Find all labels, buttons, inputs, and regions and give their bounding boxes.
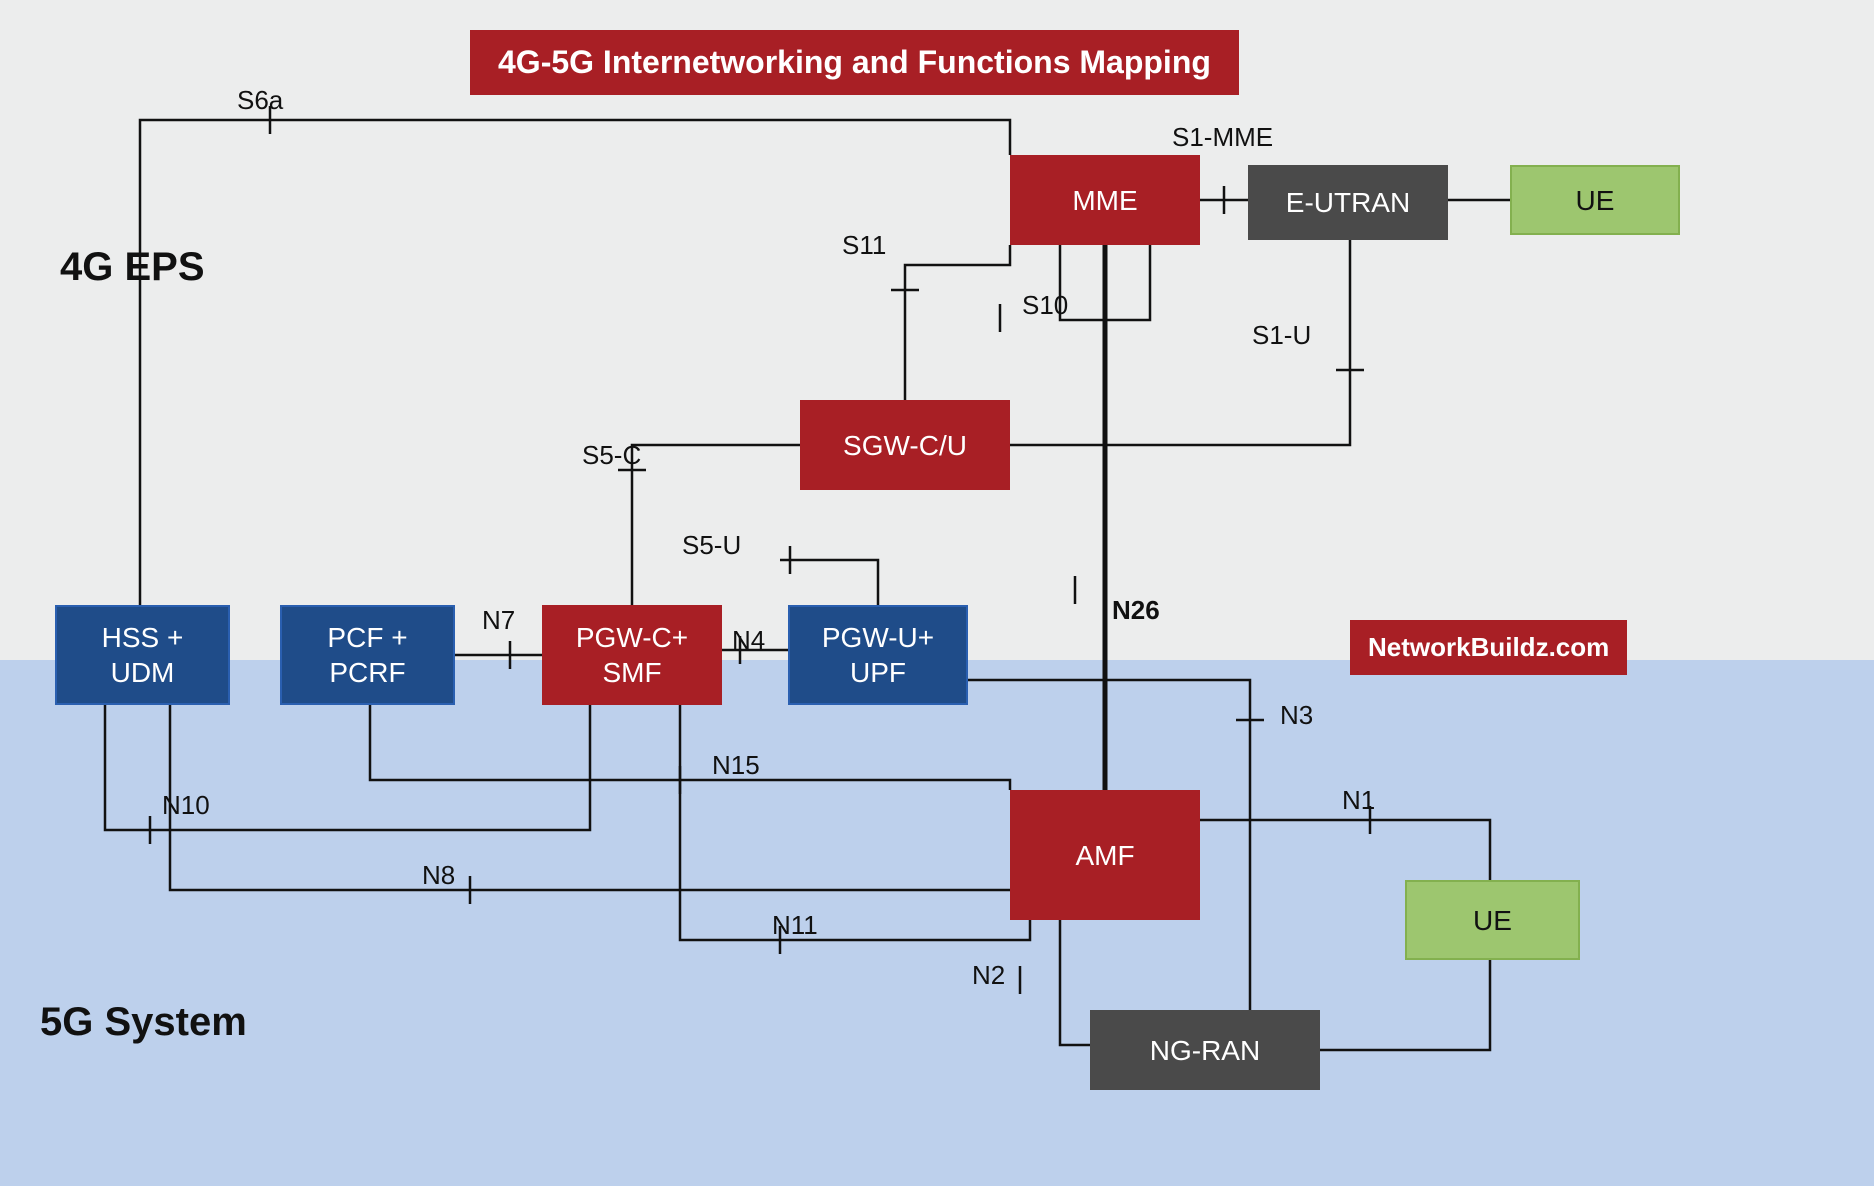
edge-label-n10: N10	[160, 790, 212, 821]
edge-label-s5u: S5-U	[680, 530, 743, 561]
zone-label-5g: 5G System	[40, 1000, 247, 1045]
zone-label-4g: 4G EPS	[60, 245, 205, 290]
node-mme: MME	[1010, 155, 1200, 245]
node-ngran: NG-RAN	[1090, 1010, 1320, 1090]
node-ue-4g: UE	[1510, 165, 1680, 235]
edge-label-n1: N1	[1340, 785, 1377, 816]
edge-label-s1u: S1-U	[1250, 320, 1313, 351]
edge-label-s5c: S5-C	[580, 440, 643, 471]
edge-label-n11: N11	[770, 910, 820, 941]
edge-label-s1mme: S1-MME	[1170, 122, 1275, 153]
edge-label-s10: S10	[1020, 290, 1070, 321]
node-amf: AMF	[1010, 790, 1200, 920]
edge-label-n26: N26	[1110, 595, 1162, 626]
edge-label-n15: N15	[710, 750, 762, 781]
edge-label-n3: N3	[1278, 700, 1315, 731]
node-eutran: E-UTRAN	[1248, 165, 1448, 240]
node-sgw: SGW-C/U	[800, 400, 1010, 490]
edge-label-s6a: S6a	[235, 85, 285, 116]
node-pcf-pcrf: PCF +PCRF	[280, 605, 455, 705]
node-ue-5g: UE	[1405, 880, 1580, 960]
diagram-title: 4G-5G Internetworking and Functions Mapp…	[470, 30, 1239, 95]
node-pgwu-upf: PGW-U+UPF	[788, 605, 968, 705]
edge-label-n8: N8	[420, 860, 457, 891]
zone-5g-system	[0, 660, 1874, 1186]
watermark: NetworkBuildz.com	[1350, 620, 1627, 675]
edge-label-n2: N2	[970, 960, 1007, 991]
node-pgwc-smf: PGW-C+SMF	[542, 605, 722, 705]
edge-label-n7: N7	[480, 605, 517, 636]
node-hss-udm: HSS +UDM	[55, 605, 230, 705]
edge-label-s11: S11	[840, 230, 888, 261]
edge-label-n4: N4	[730, 625, 767, 656]
